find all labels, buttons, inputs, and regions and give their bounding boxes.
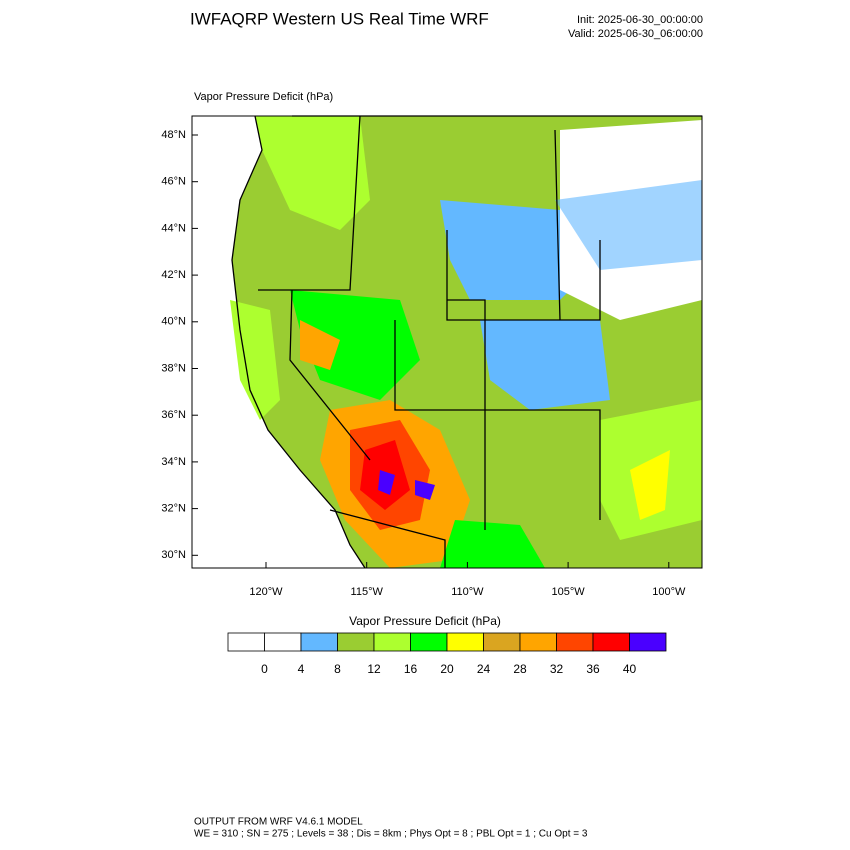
colorbar-box — [300, 632, 338, 652]
colorbar-label: 0 — [261, 662, 268, 676]
lon-label: 100°W — [652, 586, 686, 598]
colorbar-label: 36 — [586, 662, 600, 676]
colorbar-label: 28 — [513, 662, 527, 676]
colorbar-label: 40 — [623, 662, 637, 676]
lon-label: 105°W — [552, 586, 586, 598]
title: IWFAQRP Western US Real Time WRF — [190, 9, 489, 28]
footer-line: WE = 310 ; SN = 275 ; Levels = 38 ; Dis … — [194, 829, 588, 840]
colorbar-label: 12 — [367, 662, 381, 676]
lat-label: 32°N — [161, 503, 186, 515]
lat-label: 48°N — [161, 129, 186, 141]
lon-label: 115°W — [351, 586, 384, 598]
lon-label: 110°W — [451, 586, 484, 598]
colorbar-label: 4 — [298, 662, 305, 676]
colorbar-box — [337, 632, 375, 652]
lat-label: 46°N — [161, 176, 186, 188]
colorbar-title: Vapor Pressure Deficit (hPa) — [349, 614, 501, 628]
colorbar-box — [446, 632, 484, 652]
colorbar-box — [373, 632, 411, 652]
footer-line: OUTPUT FROM WRF V4.6.1 MODEL — [194, 817, 363, 828]
colorbar-box — [264, 632, 302, 652]
lat-label: 40°N — [161, 316, 186, 328]
colorbar-box — [483, 632, 521, 652]
colorbar-label: 32 — [550, 662, 564, 676]
lon-label: 120°W — [249, 586, 283, 598]
colorbar-label: 8 — [334, 662, 341, 676]
map-field — [191, 115, 703, 569]
lat-label: 36°N — [161, 409, 186, 421]
colorbar-box — [629, 632, 667, 652]
lat-label: 34°N — [161, 456, 186, 468]
colorbar-label: 24 — [477, 662, 491, 676]
colorbar-box — [519, 632, 557, 652]
lat-label: 42°N — [161, 269, 186, 281]
lat-label: 30°N — [161, 549, 186, 561]
colorbar-box — [410, 632, 448, 652]
colorbar-label: 20 — [440, 662, 454, 676]
init-time: Init: 2025-06-30_00:00:00 — [577, 14, 703, 26]
lat-label: 44°N — [161, 222, 186, 234]
colorbar-box — [556, 632, 594, 652]
colorbar-label: 16 — [404, 662, 418, 676]
valid-time: Valid: 2025-06-30_06:00:00 — [568, 28, 703, 40]
map-axes: 48°N 46°N 44°N 42°N 40°N 38°N 36°N 34°N 32°N 30°N… — [161, 129, 686, 598]
colorbar-box — [592, 632, 630, 652]
map-subtitle: Vapor Pressure Deficit (hPa) — [194, 91, 333, 103]
lat-label: 38°N — [161, 362, 186, 374]
colorbar: 0 4 8 12 16 20 24 28 32 36 40 — [227, 632, 667, 676]
colorbar-box — [227, 632, 265, 652]
